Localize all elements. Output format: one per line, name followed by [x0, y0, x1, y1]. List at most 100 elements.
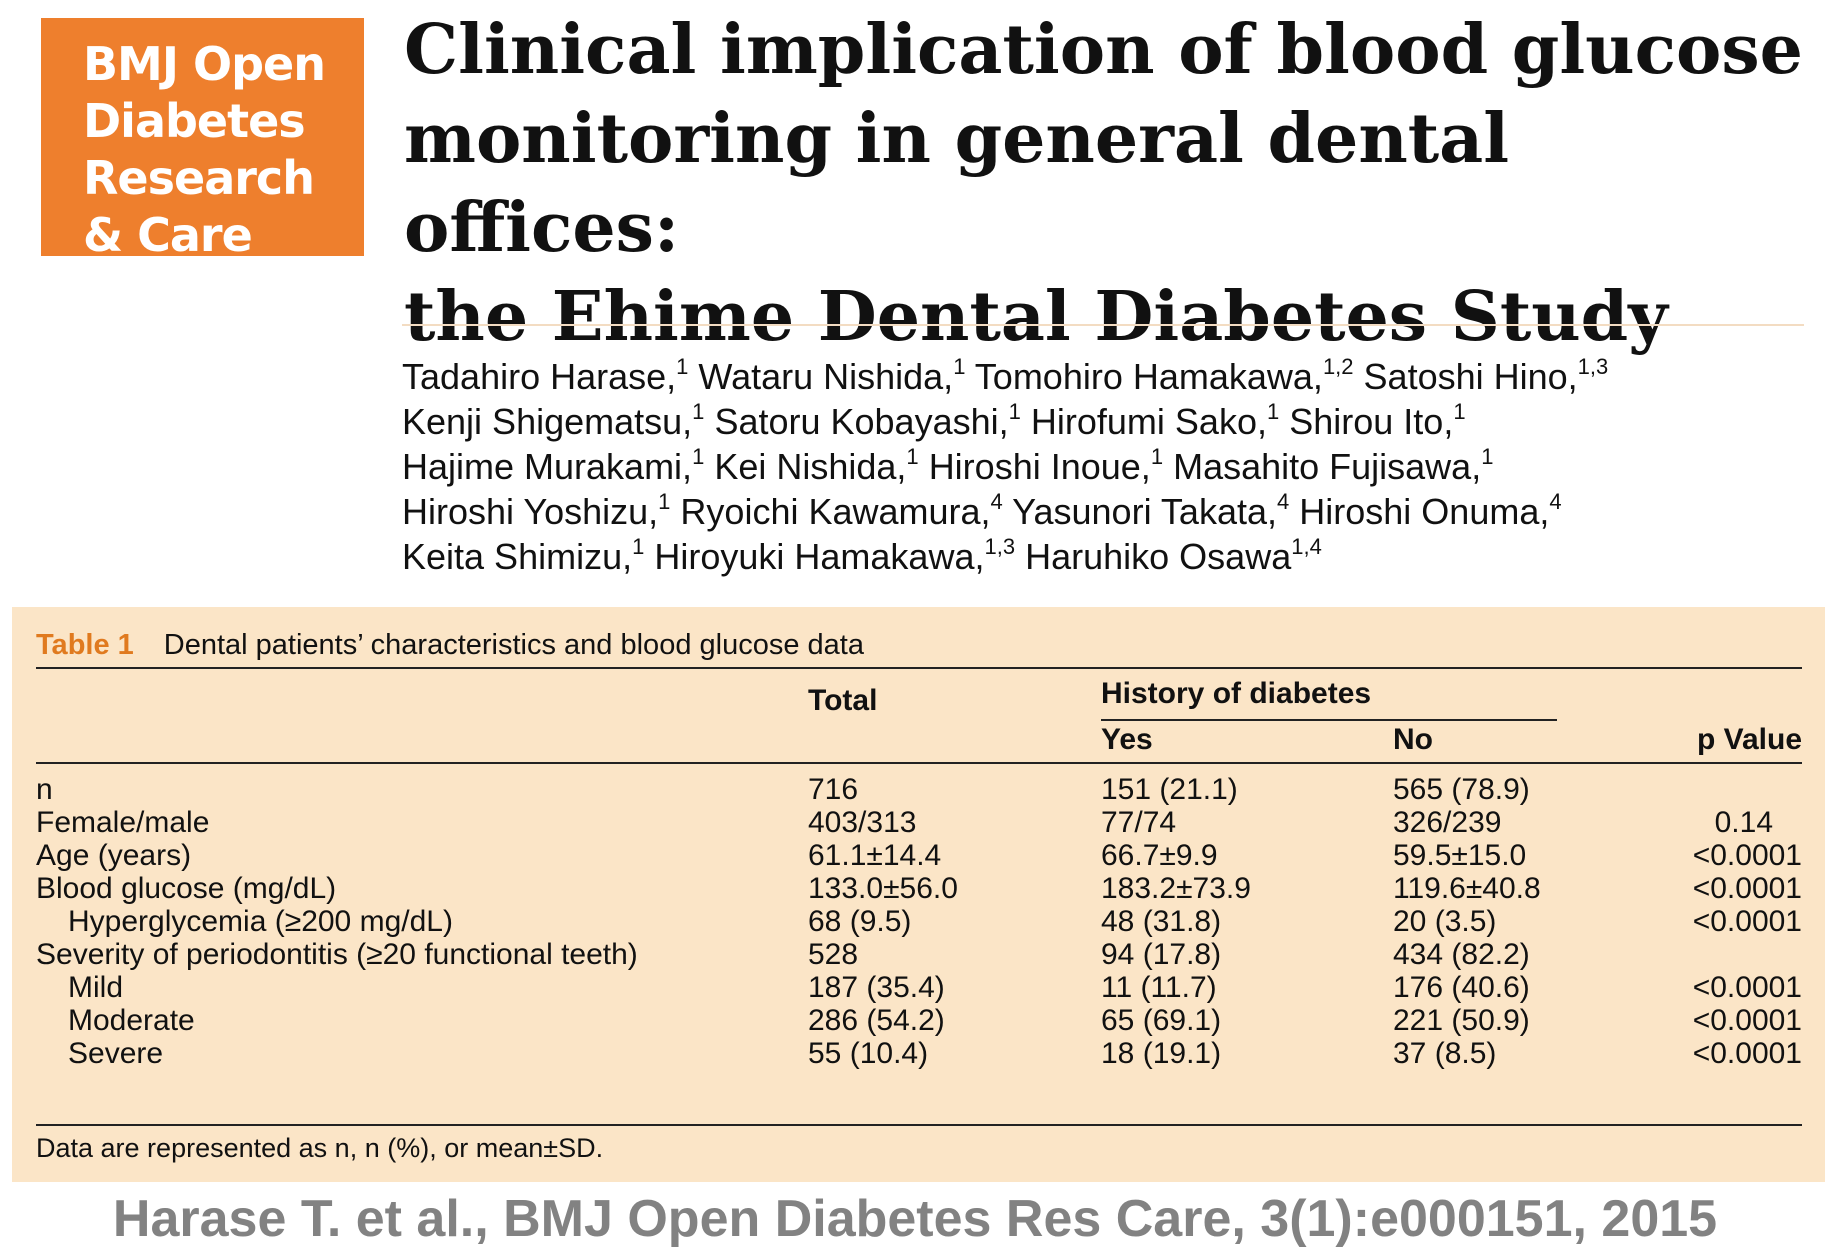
logo-line-1: BMJ Open	[83, 37, 326, 91]
cell-no: 59.5±15.0	[1393, 839, 1527, 872]
cell-no: 37 (8.5)	[1393, 1037, 1497, 1070]
cell-p-value: <0.0001	[1692, 872, 1802, 905]
cell-total: 133.0±56.0	[808, 872, 958, 905]
author-affiliation: 1	[658, 489, 671, 514]
cell-yes: 11 (11.7)	[1101, 971, 1217, 1004]
author-affiliation: 1	[953, 354, 966, 379]
cell-no: 565 (78.9)	[1393, 773, 1530, 806]
author-list: Tadahiro Harase,1 Wataru Nishida,1 Tomoh…	[402, 354, 1822, 579]
table-label: Table 1	[36, 629, 134, 661]
cell-p-value: <0.0001	[1692, 1037, 1802, 1070]
table-row: Age (years) 61.1±14.4 66.7±9.9 59.5±15.0 <0.…	[12, 836, 1825, 875]
journal-logo: BMJ Open Diabetes Research & Care	[41, 18, 364, 262]
cell-p-value: <0.0001	[1692, 1004, 1802, 1037]
citation: Harase T. et al., BMJ Open Diabetes Res …	[112, 1190, 1718, 1248]
author-name: Keita Shimizu,	[402, 536, 633, 577]
author-line: Keita Shimizu,1 Hiroyuki Hamakawa,1,3 Ha…	[402, 534, 1822, 579]
table-caption-text: Dental patients’ characteristics and blo…	[163, 629, 864, 661]
row-label: Moderate	[68, 1004, 195, 1037]
cell-p-value: <0.0001	[1692, 971, 1802, 1004]
cell-yes: 183.2±73.9	[1101, 872, 1251, 905]
author-name: Wataru Nishida,	[698, 356, 954, 397]
author-name: Satoshi Hino,	[1363, 356, 1578, 397]
cell-total: 528	[808, 938, 859, 971]
title-line-2: monitoring in general dental offices:	[404, 99, 1510, 268]
cell-yes: 151 (21.1)	[1101, 773, 1238, 806]
logo-line-3: Research	[83, 151, 315, 205]
cell-yes: 66.7±9.9	[1101, 839, 1218, 872]
table-row: Severity of periodontitis (≥20 functiona…	[12, 935, 1825, 974]
cell-p-value: <0.0001	[1692, 839, 1802, 872]
author-affiliation: 1	[692, 399, 705, 424]
author-affiliation: 1,3	[1577, 354, 1609, 379]
header-yes: Yes	[1101, 723, 1153, 756]
history-subrule	[1101, 719, 1557, 721]
table-row: Female/male 403/313 77/74 326/239 0.14	[12, 803, 1825, 842]
row-label: n	[36, 773, 53, 806]
author-name: Shirou Ito,	[1289, 401, 1454, 442]
author-name: Hirofumi Sako,	[1030, 401, 1267, 442]
author-name: Yasunori Takata,	[1012, 491, 1277, 532]
table-row: Severe 55 (10.4) 18 (19.1) 37 (8.5) <0.0001	[12, 1034, 1825, 1073]
author-name: Satoru Kobayashi,	[714, 401, 1009, 442]
author-name: Tomohiro Hamakawa,	[974, 356, 1323, 397]
author-affiliation: 4	[1549, 489, 1562, 514]
cell-total: 286 (54.2)	[808, 1004, 945, 1037]
table-row: Blood glucose (mg/dL) 133.0±56.0 183.2±73.…	[12, 869, 1825, 908]
table-row: Hyperglycemia (≥200 mg/dL) 68 (9.5) 48 (31…	[12, 902, 1825, 941]
article-title: Clinical implication of blood glucose mo…	[404, 6, 1804, 362]
cell-yes: 94 (17.8)	[1101, 938, 1222, 971]
header-bottom-rule	[36, 762, 1802, 764]
cell-yes: 18 (19.1)	[1101, 1037, 1222, 1070]
table-row: Moderate 286 (54.2) 65 (69.1) 221 (50.9) <0.…	[12, 1001, 1825, 1040]
author-name: Kenji Shigematsu,	[402, 401, 693, 442]
cell-total: 68 (9.5)	[808, 905, 912, 938]
author-affiliation: 1	[676, 354, 689, 379]
row-label: Hyperglycemia (≥200 mg/dL)	[68, 905, 453, 938]
header-total: Total	[808, 684, 878, 717]
cell-yes: 77/74	[1101, 806, 1177, 839]
table-bottom-rule	[36, 1124, 1802, 1126]
title-line-3: the Ehime Dental Diabetes Study	[404, 277, 1668, 357]
table-top-rule	[36, 667, 1802, 669]
row-label: Mild	[68, 971, 124, 1004]
cell-no: 176 (40.6)	[1393, 971, 1530, 1004]
author-line: Tadahiro Harase,1 Wataru Nishida,1 Tomoh…	[402, 354, 1822, 399]
author-affiliation: 1,3	[984, 534, 1016, 559]
logo-line-4: & Care	[83, 208, 253, 262]
author-affiliation: 1	[1481, 444, 1494, 469]
header-p-value: p Value	[1696, 723, 1802, 756]
author-affiliation: 1,2	[1322, 354, 1354, 379]
author-affiliation: 1	[632, 534, 645, 559]
author-affiliation: 1	[1266, 399, 1280, 424]
row-label: Severe	[68, 1037, 164, 1070]
cell-no: 20 (3.5)	[1393, 905, 1497, 938]
cell-yes: 65 (69.1)	[1101, 1004, 1222, 1037]
author-name: Hiroshi Inoue,	[928, 446, 1151, 487]
cell-total: 61.1±14.4	[808, 839, 942, 872]
author-affiliation: 1	[1150, 444, 1164, 469]
author-name: Masahito Fujisawa,	[1173, 446, 1482, 487]
row-label: Severity of periodontitis (≥20 functiona…	[36, 938, 638, 971]
cell-total: 716	[808, 773, 859, 806]
author-affiliation: 4	[1277, 489, 1290, 514]
table-caption: Table 1 Dental patients’ characteristics …	[36, 627, 864, 663]
cell-p-value: 0.14	[1714, 806, 1773, 839]
author-affiliation: 4	[990, 489, 1003, 514]
cell-no: 434 (82.2)	[1393, 938, 1530, 971]
cell-p-value: <0.0001	[1692, 905, 1802, 938]
cell-total: 187 (35.4)	[808, 971, 945, 1004]
author-name: Hiroshi Yoshizu,	[402, 491, 659, 532]
author-line: Kenji Shigematsu,1 Satoru Kobayashi,1 Hi…	[402, 399, 1822, 444]
cell-yes: 48 (31.8)	[1101, 905, 1222, 938]
cell-no: 221 (50.9)	[1393, 1004, 1530, 1037]
author-name: Tadahiro Harase,	[402, 356, 677, 397]
author-affiliation: 1	[906, 444, 919, 469]
author-name: Haruhiko Osawa	[1025, 536, 1292, 577]
table-footnote: Data are represented as n, n (%), or mea…	[36, 1133, 604, 1163]
table-row: n 716 151 (21.1) 565 (78.9)	[12, 770, 1825, 809]
author-name: Hiroshi Onuma,	[1299, 491, 1550, 532]
row-label: Blood glucose (mg/dL)	[36, 872, 337, 905]
table-row: Mild 187 (35.4) 11 (11.7) 176 (40.6) <0.0001	[12, 968, 1825, 1007]
title-line-1: Clinical implication of blood glucose	[404, 10, 1803, 90]
